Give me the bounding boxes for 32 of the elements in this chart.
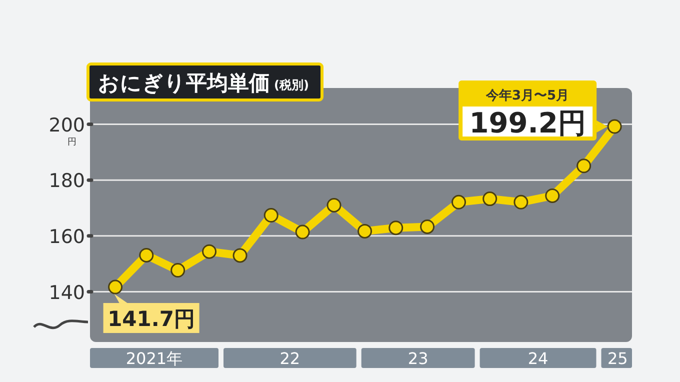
chart-title: おにぎり平均単価 bbox=[98, 71, 270, 95]
point bbox=[514, 194, 528, 210]
annotation: 今年3月〜5月 bbox=[485, 88, 570, 104]
y-tick-label: 200 bbox=[48, 114, 85, 136]
point bbox=[139, 248, 154, 262]
point bbox=[264, 208, 278, 223]
point bbox=[326, 198, 342, 212]
point bbox=[202, 244, 217, 259]
y-tick-label: 180 bbox=[48, 170, 85, 192]
y-tick-label: 140 bbox=[48, 282, 85, 304]
point bbox=[388, 220, 404, 236]
point bbox=[170, 263, 186, 278]
chart-subtitle: (税別) bbox=[274, 78, 309, 92]
point bbox=[545, 188, 560, 203]
point bbox=[420, 219, 435, 234]
point bbox=[482, 192, 498, 206]
point bbox=[108, 280, 123, 294]
text: 199.2円 bbox=[469, 106, 586, 140]
y-tick-label: 160 bbox=[48, 226, 85, 248]
point bbox=[576, 158, 592, 174]
point bbox=[358, 224, 372, 238]
point bbox=[295, 224, 310, 240]
x-tick-label: 22 bbox=[280, 349, 300, 368]
y-axis-title: 円 bbox=[68, 137, 76, 148]
point bbox=[451, 194, 466, 210]
x-tick-label: 2021年 bbox=[126, 349, 183, 368]
point bbox=[607, 119, 622, 134]
point bbox=[232, 248, 248, 263]
x-tick-label: 24 bbox=[528, 349, 548, 368]
x-tick-label: 25 bbox=[607, 349, 628, 368]
text: 141.7円 bbox=[108, 307, 196, 332]
x-tick-label: 23 bbox=[408, 349, 428, 368]
